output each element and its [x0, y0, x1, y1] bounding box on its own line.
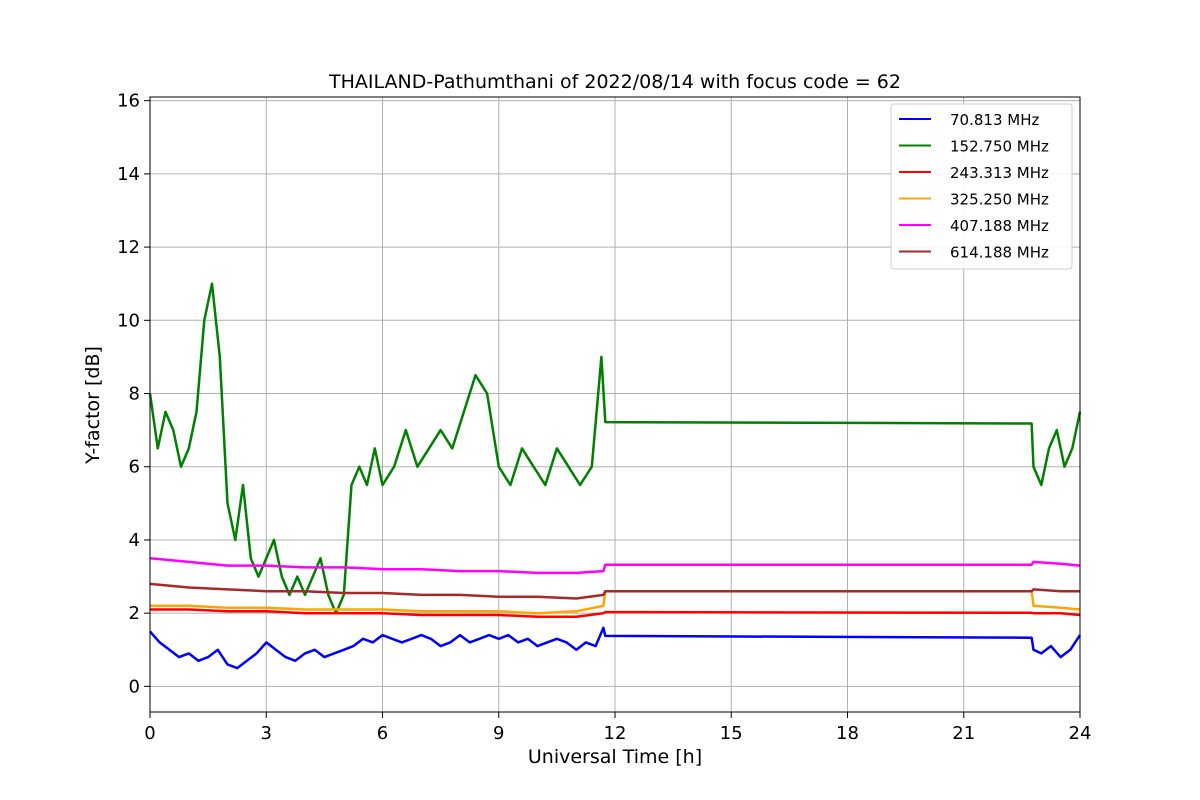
x-tick-label: 18: [836, 723, 859, 744]
series-line-1: [148, 282, 1082, 615]
y-tick-label: 4: [129, 530, 140, 551]
series-line-5: [149, 582, 1080, 600]
x-tick-label: 24: [1069, 723, 1092, 744]
legend-label: 614.188 MHz: [950, 244, 1049, 262]
chart-title: THAILAND-Pathumthani of 2022/08/14 with …: [328, 71, 901, 93]
legend-label: 407.188 MHz: [950, 217, 1049, 235]
series-layer: [148, 282, 1082, 670]
x-tick-label: 15: [720, 723, 743, 744]
x-tick-label: 21: [952, 723, 975, 744]
legend-box: [890, 103, 1073, 270]
y-tick-label: 16: [117, 91, 140, 112]
x-axis-label: Universal Time [h]: [528, 746, 702, 768]
x-tick-label: 0: [144, 723, 155, 744]
y-tick-label: 14: [117, 164, 140, 185]
legend: 70.813 MHz 152.750 MHz 243.313 MHz 325.250 …: [890, 103, 1073, 270]
series-line-2: [150, 608, 1081, 619]
x-tick-label: 12: [604, 723, 627, 744]
legend-label: 243.313 MHz: [950, 164, 1049, 182]
x-tick-label: 9: [493, 723, 504, 744]
x-tick-label: 3: [261, 723, 272, 744]
legend-label: 70.813 MHz: [950, 111, 1039, 129]
y-tick-label: 10: [117, 310, 140, 331]
legend-label: 325.250 MHz: [950, 191, 1049, 209]
legend-label: 152.750 MHz: [950, 138, 1049, 156]
series-line-4: [149, 557, 1081, 575]
y-tick-label: 0: [129, 676, 140, 697]
y-tick-label: 8: [129, 384, 140, 405]
series-line-3: [150, 589, 1081, 615]
x-tick-label: 6: [377, 723, 388, 744]
y-axis-label: Y-factor [dB]: [82, 346, 104, 465]
y-tick-label: 2: [129, 603, 140, 624]
y-tick-label: 12: [117, 237, 140, 258]
y-tick-label: 6: [129, 457, 140, 478]
series-line-0: [149, 626, 1082, 670]
